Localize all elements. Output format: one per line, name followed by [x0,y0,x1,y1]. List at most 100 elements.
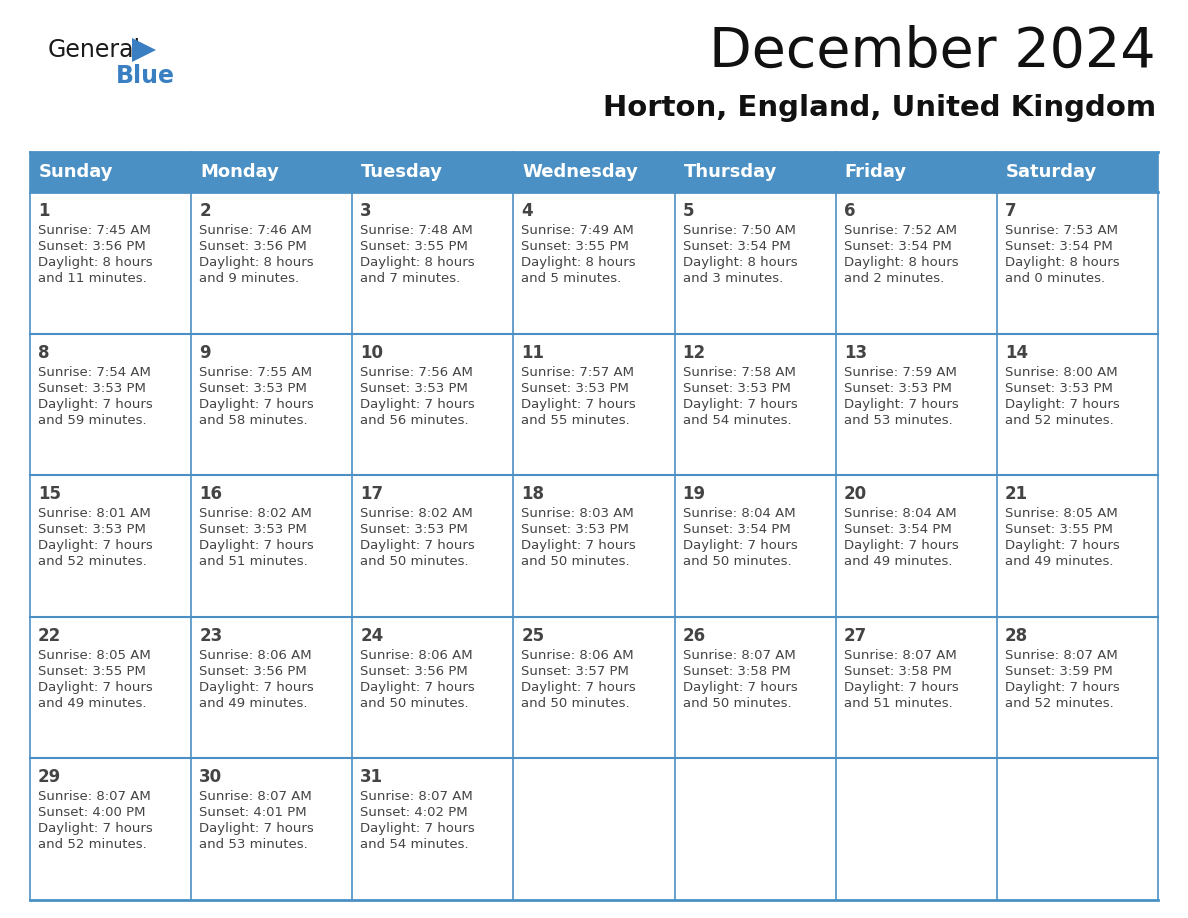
Text: and 54 minutes.: and 54 minutes. [683,414,791,427]
Text: December 2024: December 2024 [709,25,1156,79]
Text: 26: 26 [683,627,706,644]
Text: and 54 minutes.: and 54 minutes. [360,838,469,851]
Text: Sunset: 3:59 PM: Sunset: 3:59 PM [1005,665,1113,677]
Text: Daylight: 7 hours: Daylight: 7 hours [360,681,475,694]
Text: and 0 minutes.: and 0 minutes. [1005,272,1105,285]
Text: 15: 15 [38,486,61,503]
Bar [353,617,513,758]
Text: and 53 minutes.: and 53 minutes. [843,414,953,427]
Text: 7: 7 [1005,202,1017,220]
Text: 10: 10 [360,343,384,362]
Text: and 50 minutes.: and 50 minutes. [360,555,469,568]
Text: Sunrise: 7:57 AM: Sunrise: 7:57 AM [522,365,634,378]
Text: and 49 minutes.: and 49 minutes. [1005,555,1113,568]
Text: and 7 minutes.: and 7 minutes. [360,272,461,285]
Text: 22: 22 [38,627,62,644]
Bar [835,192,997,333]
Text: Sunrise: 8:04 AM: Sunrise: 8:04 AM [683,508,795,521]
Text: Sunday: Sunday [39,163,114,181]
Text: Sunrise: 7:52 AM: Sunrise: 7:52 AM [843,224,956,237]
Text: Sunrise: 8:07 AM: Sunrise: 8:07 AM [200,790,312,803]
Text: 23: 23 [200,627,222,644]
Bar [30,333,191,476]
Text: and 52 minutes.: and 52 minutes. [38,555,147,568]
Text: and 2 minutes.: and 2 minutes. [843,272,944,285]
Bar [191,333,353,476]
Text: Sunset: 3:56 PM: Sunset: 3:56 PM [360,665,468,677]
Text: and 5 minutes.: and 5 minutes. [522,272,621,285]
Text: Sunrise: 8:02 AM: Sunrise: 8:02 AM [200,508,312,521]
Text: 25: 25 [522,627,544,644]
Text: and 53 minutes.: and 53 minutes. [200,838,308,851]
Text: Sunset: 3:58 PM: Sunset: 3:58 PM [843,665,952,677]
Bar [835,476,997,617]
Bar [191,617,353,758]
Text: Sunset: 3:56 PM: Sunset: 3:56 PM [200,240,307,253]
Text: 12: 12 [683,343,706,362]
Text: 9: 9 [200,343,210,362]
Text: Sunset: 3:53 PM: Sunset: 3:53 PM [1005,382,1113,395]
Text: 21: 21 [1005,486,1028,503]
Text: Sunrise: 8:00 AM: Sunrise: 8:00 AM [1005,365,1118,378]
Text: Daylight: 7 hours: Daylight: 7 hours [843,539,959,553]
Text: Sunrise: 8:07 AM: Sunrise: 8:07 AM [843,649,956,662]
Bar [513,192,675,333]
Text: 6: 6 [843,202,855,220]
Text: Daylight: 7 hours: Daylight: 7 hours [360,823,475,835]
Text: and 3 minutes.: and 3 minutes. [683,272,783,285]
Text: Sunrise: 7:54 AM: Sunrise: 7:54 AM [38,365,151,378]
Text: Sunrise: 8:07 AM: Sunrise: 8:07 AM [683,649,795,662]
Text: 13: 13 [843,343,867,362]
Bar [997,192,1158,333]
Bar [835,617,997,758]
Text: Daylight: 7 hours: Daylight: 7 hours [683,681,797,694]
Text: Sunrise: 7:59 AM: Sunrise: 7:59 AM [843,365,956,378]
Text: Daylight: 7 hours: Daylight: 7 hours [38,539,153,553]
Bar [30,476,191,617]
Text: Sunrise: 8:06 AM: Sunrise: 8:06 AM [522,649,634,662]
Text: Sunrise: 8:01 AM: Sunrise: 8:01 AM [38,508,151,521]
Text: and 50 minutes.: and 50 minutes. [522,697,630,710]
Text: Daylight: 7 hours: Daylight: 7 hours [200,823,314,835]
Text: Daylight: 8 hours: Daylight: 8 hours [683,256,797,269]
Bar [513,617,675,758]
Text: 19: 19 [683,486,706,503]
Text: Daylight: 8 hours: Daylight: 8 hours [38,256,152,269]
Text: Thursday: Thursday [683,163,777,181]
Text: 1: 1 [38,202,50,220]
Text: Sunset: 3:53 PM: Sunset: 3:53 PM [38,523,146,536]
Bar [997,333,1158,476]
Text: Sunset: 3:53 PM: Sunset: 3:53 PM [522,523,630,536]
Text: Sunrise: 7:55 AM: Sunrise: 7:55 AM [200,365,312,378]
Text: Daylight: 7 hours: Daylight: 7 hours [683,397,797,410]
Text: Sunrise: 7:50 AM: Sunrise: 7:50 AM [683,224,796,237]
Text: Daylight: 7 hours: Daylight: 7 hours [200,681,314,694]
Text: Sunset: 3:53 PM: Sunset: 3:53 PM [360,382,468,395]
Text: and 50 minutes.: and 50 minutes. [683,697,791,710]
Text: Sunrise: 8:06 AM: Sunrise: 8:06 AM [360,649,473,662]
Text: Sunrise: 7:46 AM: Sunrise: 7:46 AM [200,224,312,237]
Text: General: General [48,38,141,62]
Text: Sunrise: 8:03 AM: Sunrise: 8:03 AM [522,508,634,521]
Bar [353,333,513,476]
Bar [835,333,997,476]
Text: Sunset: 3:53 PM: Sunset: 3:53 PM [683,382,790,395]
Text: 3: 3 [360,202,372,220]
Text: Sunset: 3:53 PM: Sunset: 3:53 PM [843,382,952,395]
Text: Sunset: 3:53 PM: Sunset: 3:53 PM [38,382,146,395]
Text: 24: 24 [360,627,384,644]
Text: Sunrise: 8:02 AM: Sunrise: 8:02 AM [360,508,473,521]
Text: 18: 18 [522,486,544,503]
Text: and 52 minutes.: and 52 minutes. [1005,414,1113,427]
Text: Sunset: 3:53 PM: Sunset: 3:53 PM [360,523,468,536]
Text: and 50 minutes.: and 50 minutes. [360,697,469,710]
Text: Sunset: 4:02 PM: Sunset: 4:02 PM [360,806,468,820]
Text: and 50 minutes.: and 50 minutes. [522,555,630,568]
Text: Sunset: 3:54 PM: Sunset: 3:54 PM [683,523,790,536]
Text: Sunrise: 8:06 AM: Sunrise: 8:06 AM [200,649,311,662]
Text: Horton, England, United Kingdom: Horton, England, United Kingdom [602,94,1156,122]
Text: Daylight: 7 hours: Daylight: 7 hours [522,397,637,410]
Text: Wednesday: Wednesday [523,163,638,181]
Text: Sunset: 3:53 PM: Sunset: 3:53 PM [200,523,307,536]
Text: Sunset: 3:56 PM: Sunset: 3:56 PM [38,240,146,253]
